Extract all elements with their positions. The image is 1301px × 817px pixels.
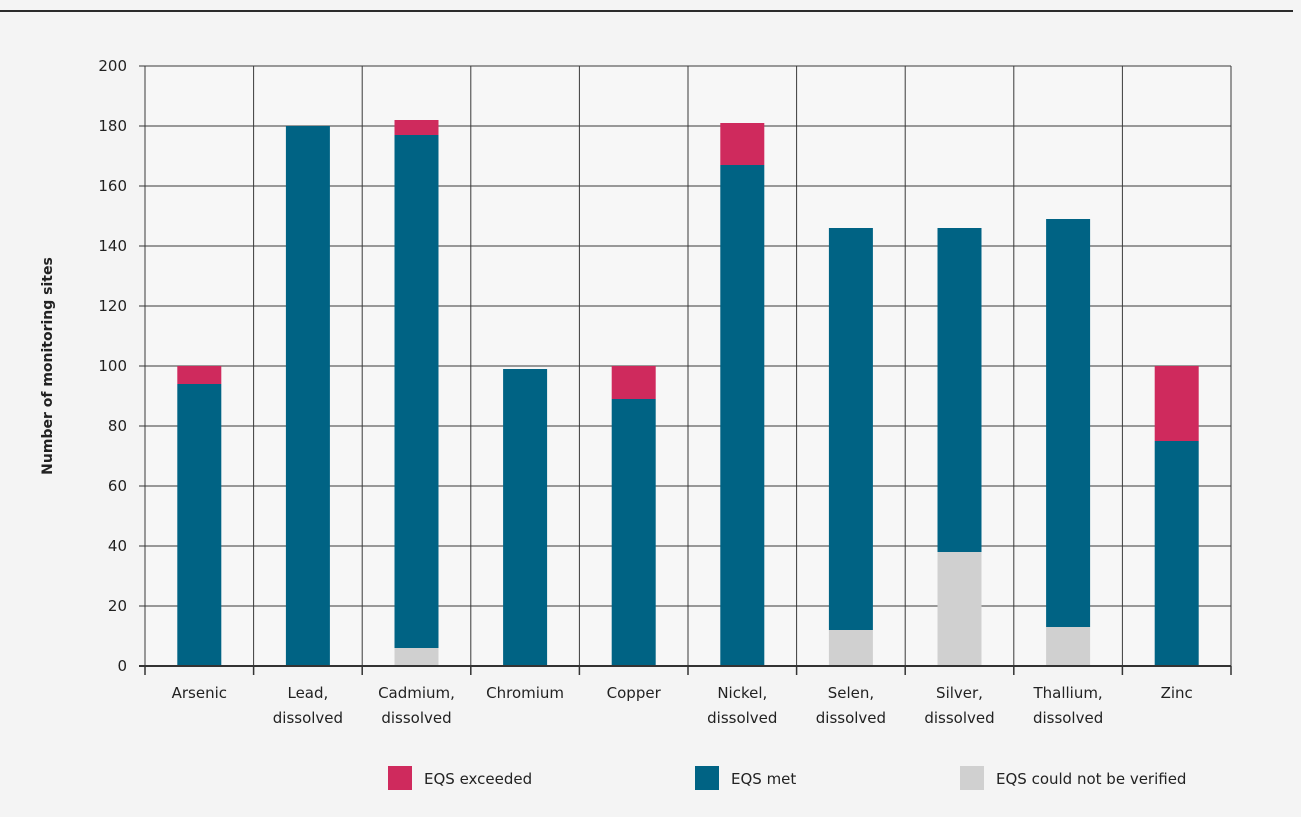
y-tick-label: 160 [98,177,127,195]
y-tick-label: 120 [98,297,127,315]
legend-label-eqs-could-not-be-verified: EQS could not be verified [996,770,1186,788]
bar-segment-eqs-met [828,228,873,630]
bar-segment-eqs-exceeded [177,366,222,384]
bar-segment-eqs-met [611,399,656,666]
x-tick-label: Arsenic [172,684,227,702]
bar-segment-eqs-could-not-be-verified [1046,627,1091,666]
x-tick-label: Cadmium, dissolved [378,684,455,727]
y-tick-label: 0 [117,657,127,675]
y-tick-labels: 0 20 40 60 80 100 120 140 160 180 200 [98,57,127,675]
bar-segment-eqs-exceeded [394,120,439,135]
legend-label-eqs-exceeded: EQS exceeded [424,770,532,788]
legend-label-eqs-met: EQS met [731,770,796,788]
x-tick-label: Lead, dissolved [273,684,343,727]
y-tick-label: 180 [98,117,127,135]
legend: EQS exceeded EQS met EQS could not be veri… [388,766,1186,790]
bar-segment-eqs-met [177,384,222,666]
bar-segment-eqs-exceeded [611,366,656,399]
legend-swatch-eqs-met [695,766,719,790]
bar-segment-eqs-met [1154,441,1199,666]
bar-segment-eqs-met [1046,219,1091,627]
bar-segment-eqs-met [394,135,439,648]
bar-segment-eqs-could-not-be-verified [828,630,873,666]
x-tick-labels: Arsenic Lead, dissolved Cadmium, dissolved Ch… [172,684,1193,727]
y-tick-label: 200 [98,57,127,75]
top-rule [0,10,1293,12]
legend-swatch-eqs-exceeded [388,766,412,790]
x-tick-label: Nickel, dissolved [707,684,777,727]
y-tick-label: 40 [108,537,127,555]
y-tick-label: 80 [108,417,127,435]
x-tick-label: Copper [607,684,662,702]
bar-segment-eqs-exceeded [1154,366,1199,441]
y-tick-label: 20 [108,597,127,615]
x-tick-label: Thallium, dissolved [1032,684,1103,727]
bar-segment-eqs-could-not-be-verified [394,648,439,666]
bar-segment-eqs-met [503,369,548,666]
bar-segment-eqs-met [720,165,765,666]
x-tick-label: Zinc [1161,684,1193,702]
axes [139,65,1232,675]
x-tick-label: Chromium [486,684,564,702]
y-tick-label: 140 [98,237,127,255]
y-axis-label: Number of monitoring sites [40,257,56,475]
y-tick-label: 60 [108,477,127,495]
bar-segment-eqs-exceeded [720,123,765,165]
bar-segment-eqs-met [937,228,982,552]
bars [177,120,1199,666]
y-tick-label: 100 [98,357,127,375]
bar-segment-eqs-met [285,126,330,666]
bar-segment-eqs-could-not-be-verified [937,552,982,666]
legend-swatch-eqs-could-not-be-verified [960,766,984,790]
x-tick-label: Selen, dissolved [816,684,886,727]
x-tick-label: Silver, dissolved [924,684,994,727]
